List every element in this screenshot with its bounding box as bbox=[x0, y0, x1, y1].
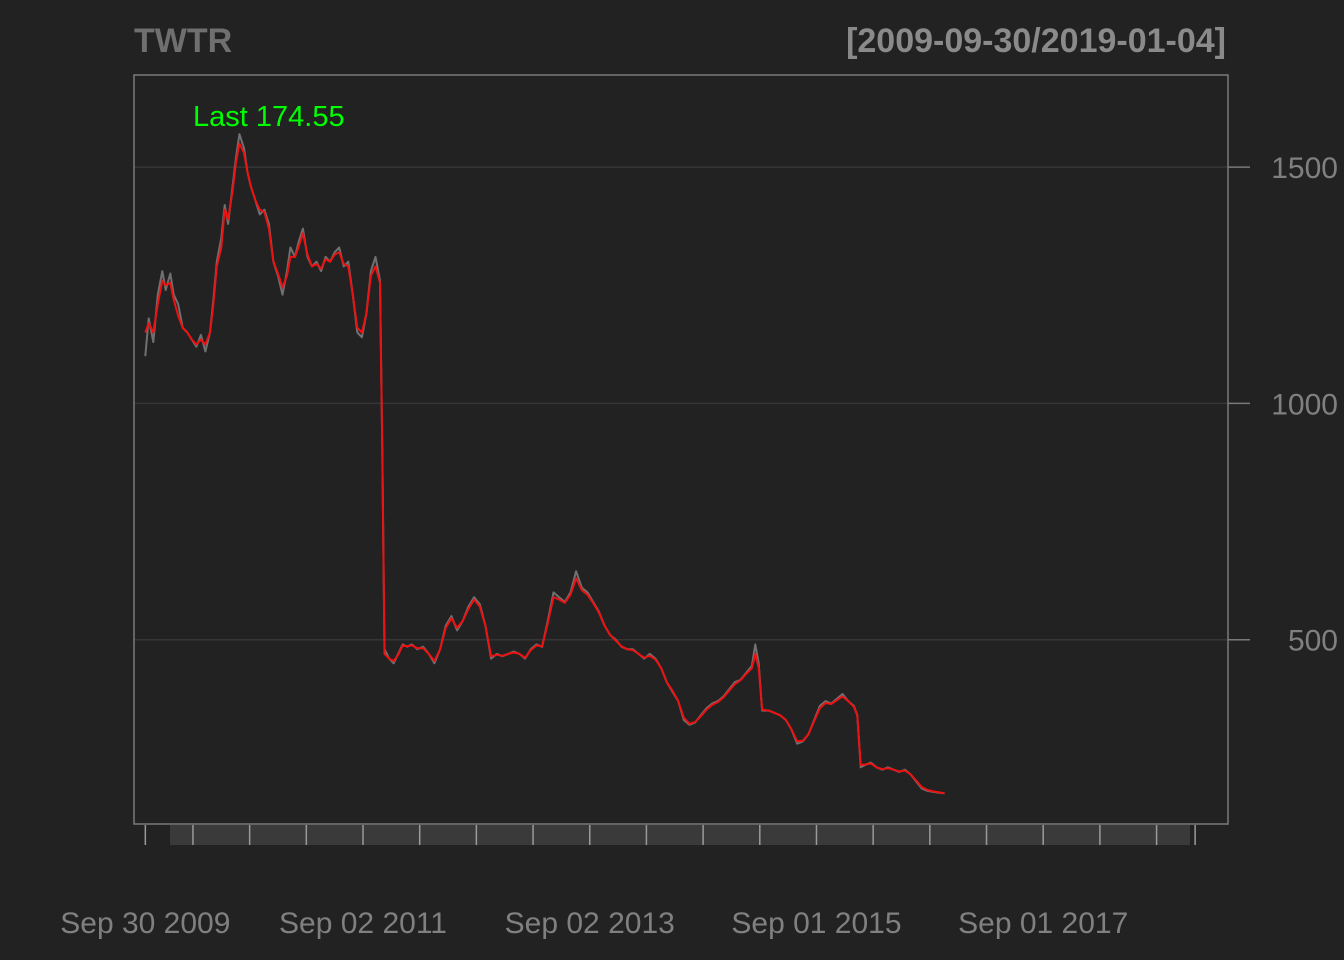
last-value-label: Last 174.55 bbox=[193, 101, 345, 133]
y-axis: 500 1000 1500 bbox=[1228, 152, 1338, 658]
x-tick-label: Sep 30 2009 bbox=[60, 907, 230, 940]
y-tick-label: 1000 bbox=[1271, 388, 1338, 421]
gridlines bbox=[134, 166, 1228, 641]
chart-title: TWTR bbox=[134, 22, 232, 60]
x-axis-ticks bbox=[144, 825, 1196, 845]
plot-frame bbox=[133, 74, 1229, 825]
x-axis-band bbox=[170, 825, 1190, 845]
series-layer bbox=[144, 133, 945, 795]
x-tick-label: Sep 01 2017 bbox=[958, 907, 1128, 940]
series-line-moving-average bbox=[144, 142, 945, 795]
y-tick-label: 500 bbox=[1288, 625, 1338, 658]
date-range-label: [2009-09-30/2019-01-04] bbox=[846, 22, 1226, 60]
x-tick-label: Sep 02 2011 bbox=[279, 907, 447, 940]
y-tick-label: 1500 bbox=[1271, 152, 1338, 185]
x-tick-label: Sep 02 2013 bbox=[505, 907, 675, 940]
x-tick-label: Sep 01 2015 bbox=[731, 907, 901, 940]
x-axis-labels: Sep 30 2009 Sep 02 2011 Sep 02 2013 Sep 01 … bbox=[60, 907, 1128, 940]
